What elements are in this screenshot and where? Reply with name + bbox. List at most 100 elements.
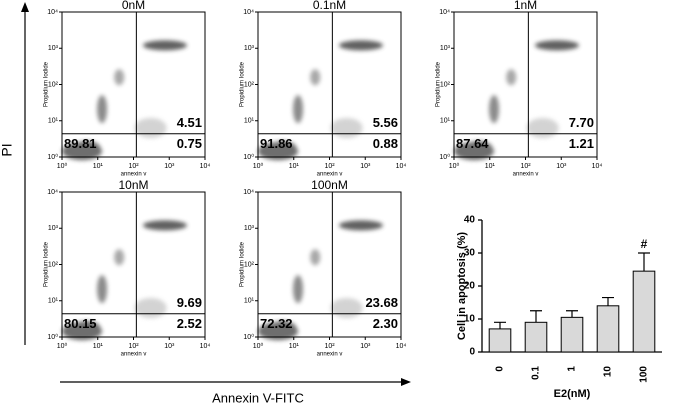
x-tick-label: 10² [128,343,139,350]
cloud [330,298,363,318]
quadrant-lower-left: 72.32 [260,316,293,331]
cloud [454,142,495,161]
y-tick-label: 10² [48,261,59,268]
cloud [258,142,299,161]
panel-y-label: Propidium Iodide [436,61,442,107]
annotation: # [641,237,648,251]
pi-title: PI [0,143,15,156]
quadrant-lower-right: 0.75 [177,136,202,151]
cloud [114,249,125,266]
x-tick-label: 10¹ [93,343,104,350]
y-tick-label: 10⁰ [47,333,58,341]
error-bar [530,310,542,323]
cloud [293,275,304,304]
x-tick-label: 10³ [164,163,175,170]
cloud [526,118,559,138]
panel-x-label: annexin v [317,172,343,178]
x-tick-label: 10¹ [93,163,104,170]
y-tick-label: 10⁴ [243,9,254,16]
bar [632,270,656,353]
y-tick-label: 10² [440,81,451,88]
y-tick-label: 10⁴ [47,189,58,196]
quadrant-upper-right: 5.56 [373,115,398,130]
cloud [142,220,187,231]
cloud [62,322,103,341]
pi-arrow-head [21,2,29,12]
quadrant-lower-left: 80.15 [64,316,97,331]
population-clouds [258,220,383,341]
x-tick-label: 10⁴ [396,163,407,170]
panel-title: 0nM [122,0,145,12]
x-tick-label: 10⁰ [57,342,68,350]
quadrant-lower-right: 1.21 [569,136,594,151]
x-tick-label: 10³ [164,343,175,350]
cloud [258,322,299,341]
y-tick-label: 10¹ [244,118,255,125]
y-tick-label: 10³ [48,45,59,52]
bar [560,316,584,353]
x-tick-label: 0.1 [531,366,542,380]
annexin-arrow-head [401,378,411,386]
cloud [62,142,103,161]
y-tick-label: 10² [244,261,255,268]
quadrant-upper-right: 23.68 [365,295,398,310]
x-tick-label: 10⁰ [253,162,264,170]
panel-title: 1nM [514,0,537,12]
y-tick-label: 10⁰ [243,153,254,161]
x-tick-label: 10⁰ [253,342,264,350]
cloud [534,40,579,51]
y-tick-label: 10⁴ [439,9,450,16]
cloud [142,40,187,51]
x-tick-label: 10² [324,343,335,350]
cloud [134,118,167,138]
panel-y-label: Propidium Iodide [240,241,246,287]
panel-y-label: Propidium Iodide [44,241,50,287]
cloud [97,95,108,124]
cloud [310,249,321,266]
error-bar [494,321,506,329]
population-clouds [258,40,383,161]
cloud [338,40,383,51]
quadrant-lower-right: 2.52 [177,316,202,331]
x-tick-label: 10³ [360,163,371,170]
quadrant-lower-left: 91.86 [260,136,293,151]
y-tick-label: 40 [464,215,476,226]
x-tick-label: 10⁰ [57,162,68,170]
panel-y-label: Propidium Iodide [240,61,246,107]
x-tick-label: 10¹ [485,163,496,170]
quadrant-lower-left: 89.81 [64,136,97,151]
x-tick-label: 10² [324,163,335,170]
quadrant-upper-right: 9.69 [177,295,202,310]
y-tick-label: 20 [464,281,476,292]
y-tick-label: 10⁰ [439,153,450,161]
panel-x-label: annexin v [121,352,147,358]
cloud [330,118,363,138]
bar [488,328,512,353]
bar [524,321,548,353]
x-tick-label: 10 [603,366,614,378]
y-tick-label: 10³ [440,45,451,52]
error-bar [602,296,614,306]
x-tick-label: 10¹ [289,163,300,170]
x-tick-label: 10⁴ [200,163,211,170]
x-tick-label: 100 [639,366,650,383]
y-tick-label: 10² [244,81,255,88]
annexin-title: Annexin V-FITC [212,390,304,405]
cloud [506,69,517,86]
population-clouds [62,40,187,161]
y-tick-label: 10¹ [48,298,59,305]
x-tick-label: 10² [128,163,139,170]
y-tick-label: 0 [469,347,475,358]
y-axis-label: Cell in apoptosis (%) [456,232,468,341]
x-tick-label: 10⁴ [592,163,603,170]
population-clouds [454,40,579,161]
y-tick-label: 10² [48,81,59,88]
quadrant-upper-right: 7.70 [569,115,594,130]
y-tick-label: 10¹ [244,298,255,305]
cloud [338,220,383,231]
cloud [114,69,125,86]
x-tick-label: 10¹ [289,343,300,350]
cloud [489,95,500,124]
x-axis-label: E2(nM) [554,388,591,400]
